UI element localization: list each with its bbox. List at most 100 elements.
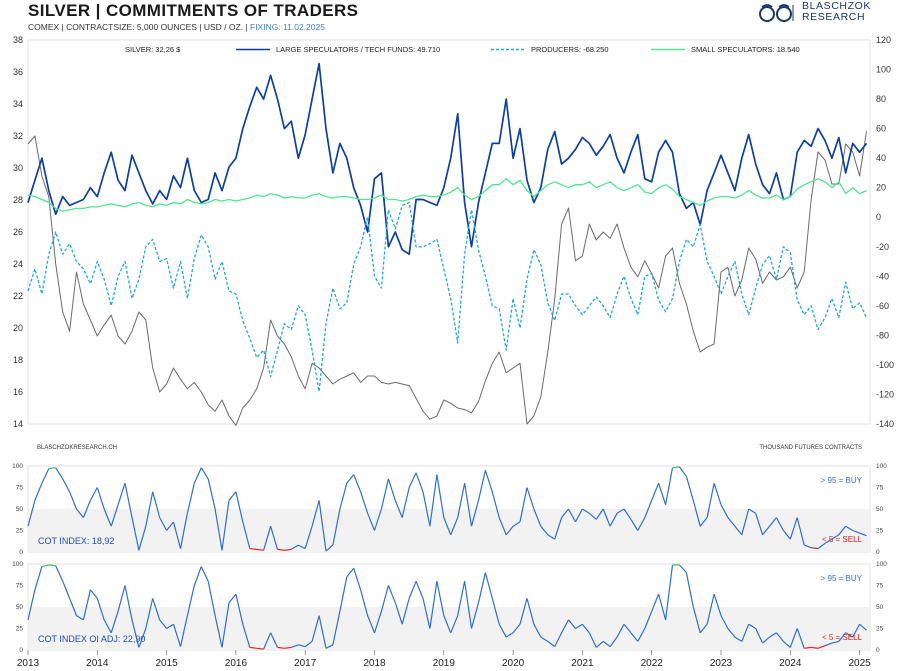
cot-index-oi-right-tick: 75 [876, 583, 884, 590]
cot-index-line-segment [512, 521, 521, 527]
cot-index-line-segment [76, 508, 84, 518]
cot-index-line-segment [630, 518, 639, 531]
cot-index-oi-line-segment [387, 585, 396, 603]
cot-index-line-segment [457, 483, 466, 518]
cot-index-oi-line-segment [200, 566, 209, 582]
cot-index-sell-label: < 5 = SELL [822, 535, 863, 544]
cot-index-oi-line-segment [249, 646, 257, 649]
cot-index-line-segment [533, 508, 542, 527]
cot-index-oi-line-segment [96, 598, 105, 621]
right-tick-label: 80 [876, 94, 886, 104]
cot-index-oi-line-segment [796, 628, 805, 649]
cot-index-line-segment [782, 530, 791, 540]
cot-index-oi-line-segment [706, 593, 715, 625]
cot-index-line-segment [609, 513, 618, 527]
cot-index-oi-line-segment [789, 628, 798, 648]
x-tick-label: 2025 [848, 658, 871, 669]
cot-index-oi-line-segment [27, 589, 36, 621]
cot-index-oi-line-segment [568, 619, 576, 629]
cot-index-oi-right-tick: 50 [876, 604, 884, 611]
left-tick-label: 24 [13, 259, 23, 269]
right-tick-label: -60 [876, 301, 889, 311]
cot-index-oi-line-segment [82, 589, 91, 621]
cot-index-line-segment [110, 504, 119, 527]
cot-index-oi-line-segment [436, 581, 445, 616]
cot-index-line-segment [339, 483, 348, 510]
left-tick-label: 18 [13, 355, 23, 365]
cot-index-line-segment [796, 517, 805, 546]
cot-index-line-segment [789, 517, 798, 540]
right-tick-label: -40 [876, 271, 889, 281]
cot-index-oi-line-segment [838, 632, 847, 642]
series-line-small_specs [27, 178, 867, 212]
cot-index-line-segment [706, 483, 715, 518]
cot-index-line-segment [852, 529, 860, 534]
cot-index-oi-line-segment [429, 581, 438, 629]
cot-index-oi-line-segment [76, 615, 84, 621]
left-tick-label: 22 [13, 291, 23, 301]
cot-index-right-tick: 100 [876, 463, 887, 470]
x-tick-label: 2018 [363, 658, 386, 669]
cot-index-oi-line-segment [346, 567, 355, 578]
cot-index-oi-line-segment [519, 598, 528, 625]
cot-index-line-segment [152, 491, 161, 518]
x-tick-label: 2013 [17, 658, 40, 669]
cot-index-oi-line-segment [602, 640, 611, 648]
cot-index-line-segment [464, 483, 473, 527]
cot-index-line-segment [55, 467, 64, 480]
cot-index-line-segment [651, 482, 660, 501]
right-tick-label: -20 [876, 242, 889, 252]
cot-index-oi-left-tick: 75 [16, 583, 24, 590]
cot-index-line-segment [644, 500, 653, 518]
cot-index-line-segment [727, 517, 736, 527]
cot-index-line-segment [34, 482, 43, 501]
cot-index-oi-line-segment [117, 585, 126, 612]
cot-index-oi-buy-label: > 95 = BUY [821, 574, 863, 583]
cot-index-oi-line-segment [103, 619, 112, 634]
cot-index-oi-line-segment [720, 615, 729, 629]
cot-index-line-segment [304, 526, 313, 549]
x-tick-label: 2017 [294, 658, 317, 669]
cot-index-line-segment [179, 513, 188, 549]
x-tick-label: 2020 [502, 658, 525, 669]
cot-index-line-segment [811, 547, 819, 550]
cot-index-oi-line-segment [804, 646, 812, 649]
cot-index-left-tick: 50 [16, 506, 24, 513]
cot-index-oi-line-segment [699, 623, 708, 634]
x-axis: 2013 2014 2015 2016 2017 2018 2019 2020 2021 2022… [17, 650, 871, 669]
cot-index-oi-line-segment [221, 602, 230, 648]
cot-index-oi-right-tick: 25 [876, 626, 884, 633]
cot-index-oi-line-segment [263, 632, 272, 650]
left-tick-label: 14 [13, 419, 23, 429]
cot-index-oi-line-segment [214, 615, 223, 648]
cot-index-oi-line-segment [831, 640, 839, 644]
cot-index-oi-line-segment [505, 632, 514, 638]
cot-index-oi-line-segment [166, 623, 174, 630]
cot-index-oi-line-segment [124, 585, 133, 621]
cot-index-oi-line-segment [616, 623, 625, 638]
cot-index-line-segment [422, 491, 431, 527]
cot-index-line-segment [616, 508, 625, 514]
cot-index-right-tick: 50 [876, 506, 884, 513]
cot-index-oi-line-segment [609, 636, 618, 647]
cot-index-line-segment [394, 500, 403, 518]
cot-index-oi-line-segment [811, 646, 819, 649]
cot-index-line-segment [186, 483, 195, 514]
cot-index-oi-line-segment [339, 576, 348, 612]
cot-index-line-segment [554, 517, 563, 540]
cot-index-line-segment [311, 500, 320, 527]
main-panel: 14 16 18 20 22 24 26 28 30 32 34 36 38 -140 -120 -100 -8… [13, 35, 894, 451]
cot-index-line-segment [859, 532, 867, 537]
cot-index-line-segment [270, 526, 279, 550]
cot-index-line-segment [62, 478, 71, 493]
cot-index-line-segment [242, 521, 251, 549]
cot-index-line-segment [748, 508, 757, 514]
cot-index-line-segment [769, 517, 777, 527]
cot-index-oi-line-segment [817, 645, 826, 649]
cot-index-line-segment [69, 491, 78, 510]
source-annotation: BLASCHZOKRESEARCH.CH [37, 445, 117, 451]
cot-index-line-segment [436, 474, 445, 518]
cot-index-line-segment [561, 508, 569, 518]
cot-index-oi-line-segment [824, 642, 833, 647]
